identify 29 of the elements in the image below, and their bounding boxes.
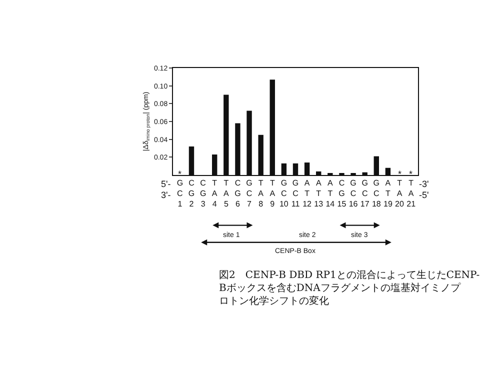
text: 図2 CENP-B DBD RP1との混合によって生じたCENP-Bボックスを含むDNAフラグメントの塩基対イミノプロトン化学シフトの変化 [219,269,480,307]
x-tick-label: G C 16 [348,178,358,208]
x-tick-label: G C 18 [372,178,382,208]
x-tick-label: G C 7 [246,178,252,208]
annotation: * [178,169,182,179]
x-tick-label: C G 3 [200,178,206,208]
x-tick-label: A T 14 [326,178,336,208]
x-tick-label: T A 4 [212,178,218,208]
annotation: * [409,169,413,179]
text: -3' [419,179,429,189]
x-tick-label: T A 8 [258,178,264,208]
x-tick-label: C G 15 [337,178,347,208]
text: 3'- [161,190,171,200]
x-tick-label: A T 12 [302,178,312,208]
x-tick-label: A T 13 [314,178,324,208]
text: -5' [419,190,429,200]
x-tick-label: T A 21 [406,178,416,208]
x-tick-label: T A 20 [395,178,405,208]
x-tick-label: C G 2 [188,178,195,208]
annotation: * [398,169,402,179]
text: 5'- [161,179,171,189]
x-tick-label: T A 5 [223,178,230,208]
x-tick-label: T A 9 [270,178,276,208]
x-tick-label: G C 17 [360,178,370,208]
x-tick-label: G C 10 [279,178,289,208]
x-tick-label: G C 11 [291,178,300,208]
x-tick-label: A T 19 [383,178,393,208]
x-tick-label: G C 1 [176,178,184,208]
x-tick-label: C G 6 [234,178,241,208]
